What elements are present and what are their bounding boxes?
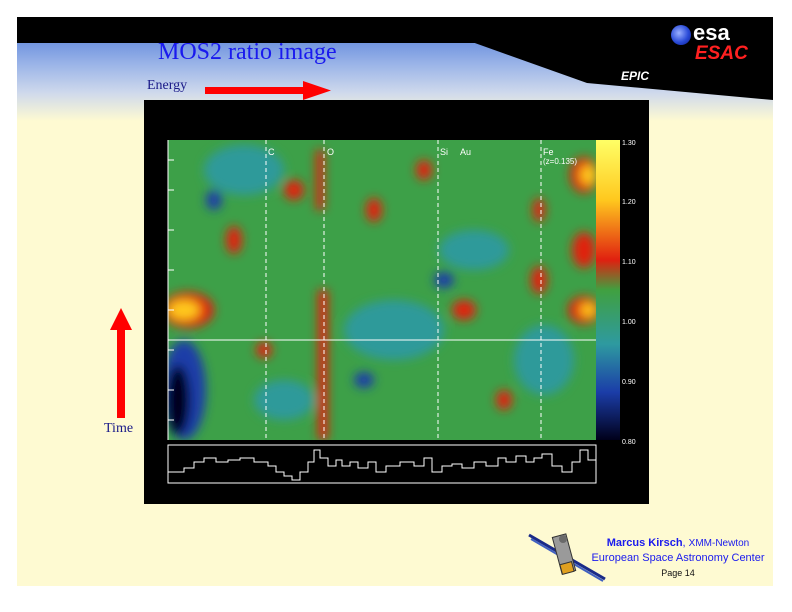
colorbar-tick: 1.20 <box>622 199 636 206</box>
esa-logo-text: esa <box>693 20 730 45</box>
time-axis-label: Time <box>104 421 134 436</box>
page-title: MOS2 ratio image <box>158 39 337 65</box>
element-label-au: Au <box>460 147 471 157</box>
slide: MOS2 ratio image esa ESAC EPIC Energy Ti… <box>17 17 773 586</box>
colorbar-tick: 0.80 <box>622 439 636 446</box>
light-curve-panel <box>167 444 597 484</box>
esac-logo-text: ESAC <box>695 43 748 64</box>
element-line-labels: C O Si Au Fe (z=0.135) <box>268 147 577 166</box>
colorbar-tick: 0.90 <box>622 379 636 386</box>
mission-name: XMM-Newton <box>688 538 750 549</box>
ratio-image: C O Si Au Fe (z=0.135) 1.30 <box>167 140 636 484</box>
element-line-markers <box>265 140 542 440</box>
esa-logo: esa ESAC <box>671 20 761 64</box>
element-label-fe: Fe <box>543 147 554 157</box>
element-label-o: O <box>327 147 334 157</box>
author-name: Marcus Kirsch <box>606 537 683 549</box>
colorbar-tick: 1.10 <box>622 259 636 266</box>
element-label-si: Si <box>440 147 448 157</box>
time-arrow-icon <box>110 308 132 418</box>
y-axis-ticks <box>167 140 174 440</box>
colorbar-tick: 1.00 <box>622 319 636 326</box>
page-number: Page 14 <box>661 568 695 578</box>
element-label-c: C <box>268 147 275 157</box>
energy-axis-label: Energy <box>147 78 188 93</box>
xmm-newton-satellite-icon <box>528 533 606 582</box>
colorbar-ticks: 1.30 1.20 1.10 1.00 0.90 0.80 <box>622 140 636 446</box>
author-sep: , <box>682 537 689 549</box>
energy-arrow-icon <box>205 81 331 100</box>
footer-credits: Marcus Kirsch, XMM-Newton European Space… <box>583 536 773 581</box>
organization-name: European Space Astronomy Center <box>591 552 765 564</box>
instrument-label: EPIC <box>621 69 650 83</box>
colorbar-tick: 1.30 <box>622 140 636 147</box>
header-bar-front <box>17 17 773 100</box>
esa-globe-icon <box>671 25 691 45</box>
footer-author-line: Marcus Kirsch, XMM-Newton <box>583 536 773 551</box>
ratio-map <box>168 140 596 440</box>
ratio-image-panel: C O Si Au Fe (z=0.135) 1.30 <box>144 100 649 504</box>
colorbar <box>596 140 620 440</box>
redshift-annotation: (z=0.135) <box>543 157 577 166</box>
